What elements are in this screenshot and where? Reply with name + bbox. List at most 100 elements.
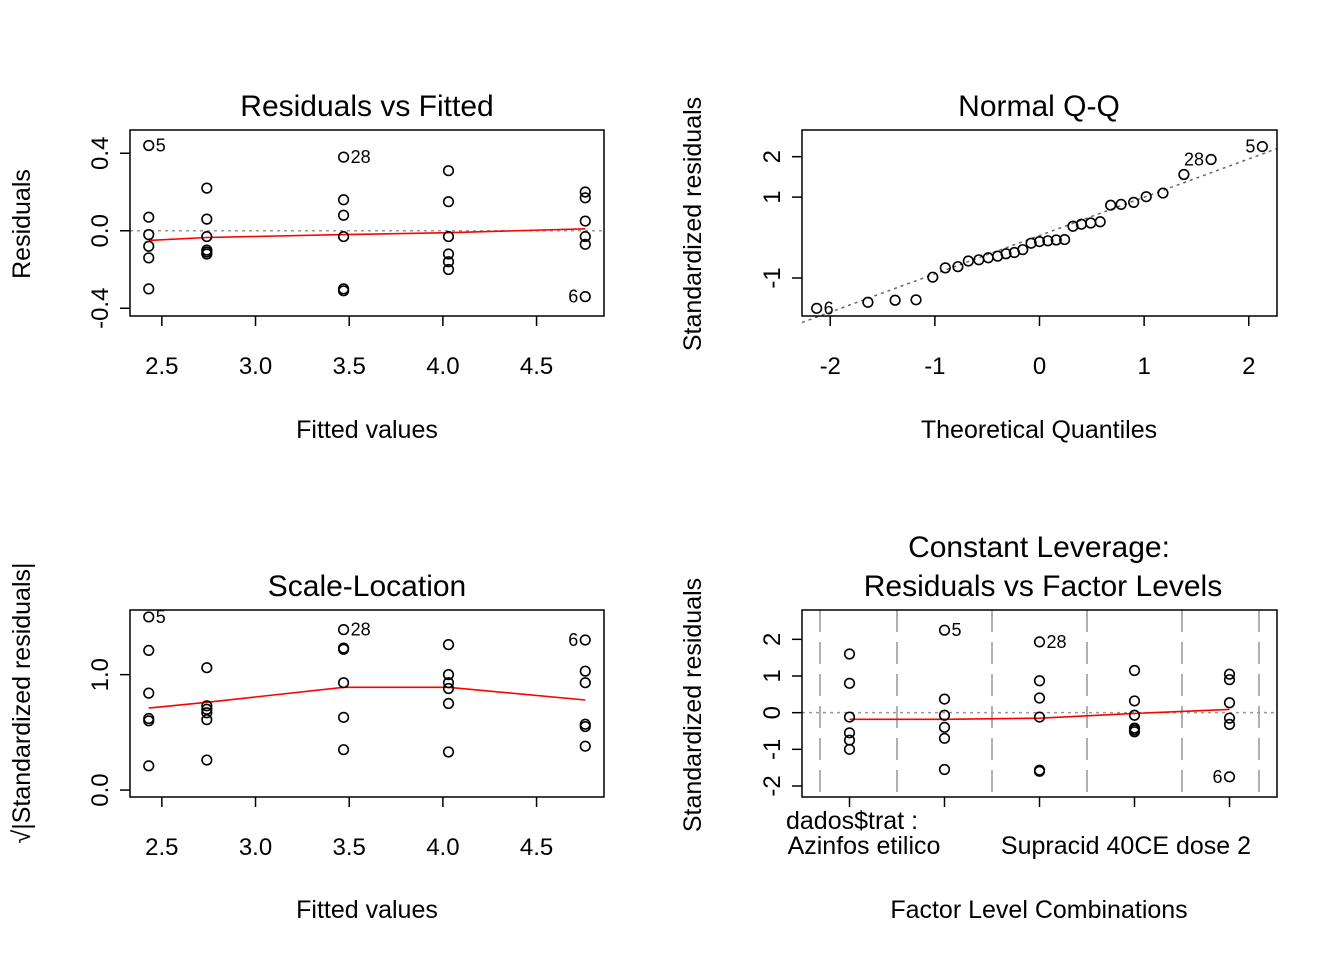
y-tick-label: 2	[759, 633, 786, 646]
y-tick-label: 2	[759, 150, 786, 163]
data-point	[843, 734, 856, 746]
data-point	[337, 677, 350, 689]
data-point	[201, 213, 213, 225]
data-point	[442, 263, 455, 276]
data-point	[1094, 216, 1106, 228]
panel4-level-label-1: Azinfos etilico	[788, 832, 941, 860]
data-point	[1157, 187, 1169, 199]
data-point	[1017, 244, 1029, 256]
panel-constant-leverage: Constant Leverage: Residuals vs Factor L…	[679, 531, 1278, 924]
x-tick-label: 4.0	[426, 353, 459, 380]
panel4-plot-area: -2 -1 0 1 2 5 28 6	[759, 609, 1278, 807]
x-tick-label: 2.5	[145, 834, 178, 861]
x-tick-label: -2	[820, 353, 841, 380]
data-point	[143, 644, 155, 657]
x-tick-label: 3.5	[333, 353, 366, 380]
data-point	[201, 754, 213, 766]
panel3-title: Scale-Location	[268, 570, 466, 603]
data-point	[862, 296, 874, 308]
data-point	[143, 760, 155, 772]
point-id-label: 28	[1047, 632, 1067, 652]
data-point	[952, 261, 964, 273]
data-point	[579, 192, 591, 204]
data-point	[938, 709, 951, 721]
data-point	[442, 196, 455, 208]
data-point	[938, 624, 951, 636]
y-tick-label: 0.0	[87, 773, 114, 806]
data-point	[201, 700, 213, 712]
data-point	[579, 720, 591, 733]
data-point	[579, 186, 591, 198]
x-tick-label: 4.5	[520, 834, 553, 861]
x-tick-label: 3.0	[239, 353, 272, 380]
y-tick-label: -2	[759, 775, 786, 796]
x-tick-label: 1	[1137, 353, 1150, 380]
data-point	[201, 707, 213, 719]
y-tick-label: 1.0	[87, 658, 114, 691]
data-point	[201, 714, 213, 726]
point-id-label: 6	[824, 298, 834, 318]
point-id-label: 5	[156, 607, 166, 627]
x-tick-label: 3.0	[239, 834, 272, 861]
data-point	[843, 711, 856, 723]
data-point	[579, 665, 591, 677]
panel3-xlabel: Fitted values	[296, 896, 438, 924]
data-point	[938, 732, 951, 744]
plot-frame	[129, 609, 605, 798]
point-id-label: 5	[156, 136, 166, 156]
data-point	[1128, 726, 1141, 738]
data-point	[201, 248, 213, 260]
y-tick-label: 0	[759, 706, 786, 719]
y-tick-label: 1	[759, 190, 786, 203]
data-point	[442, 165, 455, 177]
smoother-line	[849, 708, 1230, 721]
data-point	[143, 611, 155, 623]
panel-normal-qq: Normal Q-Q Theoretical Quantiles Standar…	[679, 90, 1278, 444]
data-point	[143, 687, 155, 699]
x-tick-label: 4.0	[426, 834, 459, 861]
data-point	[938, 721, 951, 733]
data-point	[1033, 692, 1046, 704]
data-point	[1059, 233, 1071, 246]
data-point	[1128, 664, 1141, 677]
data-point	[1050, 234, 1062, 246]
data-point	[1178, 168, 1190, 181]
data-point	[143, 229, 155, 241]
data-point	[143, 283, 155, 295]
data-point	[1205, 153, 1217, 166]
x-tick-label: 2.5	[145, 353, 178, 380]
data-point	[962, 255, 974, 267]
data-point	[337, 744, 350, 756]
panel-residuals-vs-fitted: Residuals vs Fitted Fitted values Residu…	[8, 90, 605, 444]
data-point	[1033, 711, 1046, 723]
data-point	[1067, 220, 1079, 232]
y-tick-label: 1	[759, 669, 786, 682]
data-point	[1128, 709, 1141, 721]
data-point	[938, 763, 951, 776]
panel4-ylabel: Standardized residuals	[679, 578, 707, 832]
data-point	[843, 743, 856, 755]
data-point	[337, 285, 350, 297]
data-point	[843, 727, 856, 739]
data-point	[337, 643, 350, 655]
data-point	[579, 230, 591, 243]
data-point	[579, 740, 591, 752]
data-point	[1223, 697, 1236, 709]
data-point	[1223, 771, 1236, 783]
panel1-plot-area: 2.5 3.0 3.5 4.0 4.5 -0.4 0.0 0.4 5 28 6	[87, 129, 605, 380]
y-tick-label: -1	[759, 267, 786, 288]
panel2-ylabel: Standardized residuals	[679, 97, 707, 351]
data-point	[143, 252, 155, 264]
y-tick-label: -1	[759, 739, 786, 760]
point-id-label: 6	[1212, 767, 1222, 787]
data-point	[337, 230, 350, 243]
data-point	[442, 639, 455, 651]
data-point	[1115, 198, 1127, 210]
data-point	[442, 677, 455, 689]
data-point	[143, 139, 155, 152]
panel2-plot-area: -2 -1 0 1 2 -1 1 2 6 28 5	[759, 129, 1278, 380]
x-tick-label: 2	[1242, 353, 1255, 380]
panel4-title-line1: Constant Leverage:	[908, 531, 1170, 564]
x-tick-label: 0	[1033, 353, 1046, 380]
